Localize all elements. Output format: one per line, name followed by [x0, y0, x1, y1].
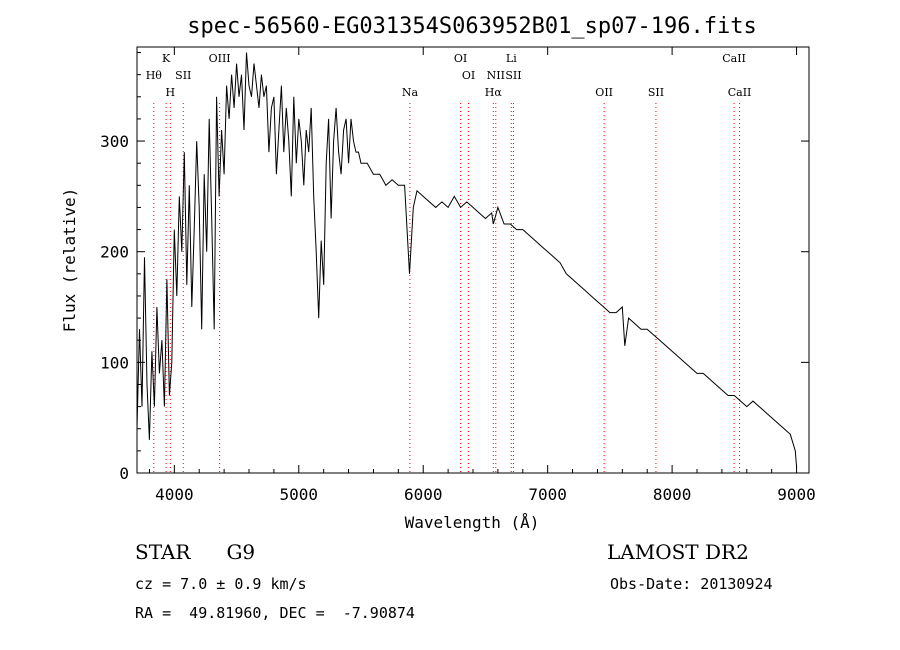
- spectral-line-label: K: [162, 52, 171, 65]
- x-axis-label: Wavelength (Å): [405, 513, 540, 532]
- spectral-line-label: Li: [506, 52, 517, 65]
- x-tick-label: 9000: [777, 485, 816, 504]
- y-tick-label: 100: [100, 353, 129, 372]
- y-axis: 0 100 200 300: [100, 52, 809, 483]
- spectral-line-label: SII: [175, 69, 191, 82]
- survey-name: LAMOST DR2: [607, 540, 749, 564]
- x-tick-label: 8000: [653, 485, 692, 504]
- spectral-line-label: SII: [648, 86, 664, 99]
- spectrum-series-line: [136, 52, 798, 468]
- y-tick-label: 0: [119, 464, 129, 483]
- chart-title: spec-56560-EG031354S063952B01_sp07-196.f…: [187, 14, 757, 39]
- spectral-line-label: OI: [454, 52, 467, 65]
- y-tick-label: 300: [100, 132, 129, 151]
- spectral-line-label: OI: [462, 69, 475, 82]
- spectral-line-label: Hα: [485, 86, 503, 99]
- x-tick-label: 6000: [404, 485, 443, 504]
- spectral-line-label: OIII: [209, 52, 231, 65]
- redshift-cz: cz = 7.0 ± 0.9 km/s: [135, 575, 307, 593]
- x-tick-label: 5000: [280, 485, 319, 504]
- spectral-line-label: H: [166, 86, 176, 99]
- object-class-line: STAR G9: [135, 540, 255, 564]
- object-class: STAR: [135, 540, 191, 564]
- plot-frame: [136, 46, 810, 474]
- spectral-line-label: NII: [487, 69, 505, 82]
- spectral-line-label: CaII: [728, 86, 752, 99]
- spectral-line-label: Na: [402, 86, 419, 99]
- x-tick-label: 7000: [528, 485, 567, 504]
- x-axis: 4000 5000 6000 7000 8000 9000: [148, 47, 816, 504]
- x-tick-label: 4000: [155, 485, 194, 504]
- spectral-line-label: SII: [505, 69, 521, 82]
- y-axis-label: Flux (relative): [60, 188, 79, 333]
- coordinates: RA = 49.81960, DEC = -7.90874: [135, 604, 415, 622]
- spectral-line-label: OII: [595, 86, 613, 99]
- y-tick-label: 200: [100, 243, 129, 262]
- object-subclass: G9: [226, 540, 256, 564]
- spectral-line-label: Hθ: [146, 69, 163, 82]
- obs-date: Obs-Date: 20130924: [610, 575, 773, 593]
- spectral-line-label: CaII: [722, 52, 746, 65]
